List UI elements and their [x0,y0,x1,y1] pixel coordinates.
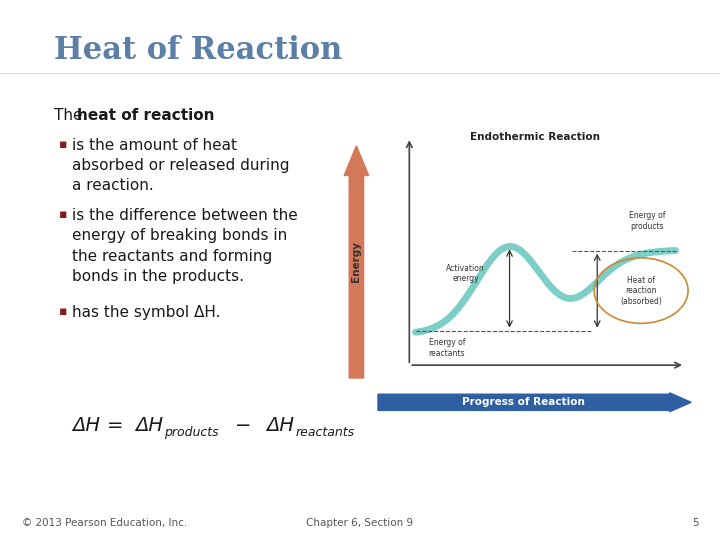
FancyArrow shape [378,393,691,411]
Text: ▪: ▪ [59,138,68,151]
Text: heat of reaction: heat of reaction [77,108,215,123]
Text: The: The [54,108,87,123]
Text: −: − [235,416,252,435]
Text: ▪: ▪ [59,208,68,221]
Text: Heat of
reaction
(absorbed): Heat of reaction (absorbed) [620,276,662,306]
Text: Endothermic Reaction: Endothermic Reaction [469,132,600,142]
FancyArrow shape [344,146,369,378]
Text: ΔH: ΔH [266,416,294,435]
Text: is the amount of heat
absorbed or released during
a reaction.: is the amount of heat absorbed or releas… [72,138,289,193]
Text: Progress of Reaction: Progress of Reaction [462,397,585,407]
Text: is the difference between the
energy of breaking bonds in
the reactants and form: is the difference between the energy of … [72,208,298,284]
Text: reactants: reactants [295,426,354,438]
Text: 5: 5 [692,518,698,528]
Text: has the symbol ΔH.: has the symbol ΔH. [72,305,220,320]
Text: © 2013 Pearson Education, Inc.: © 2013 Pearson Education, Inc. [22,518,187,528]
Text: =: = [107,416,123,435]
Text: Activation
energy: Activation energy [446,264,485,284]
Text: ΔH: ΔH [135,416,163,435]
Text: Heat of Reaction: Heat of Reaction [54,35,343,66]
Text: products: products [164,426,219,438]
Text: Energy: Energy [351,241,361,282]
Text: ▪: ▪ [59,305,68,318]
Text: Chapter 6, Section 9: Chapter 6, Section 9 [307,518,413,528]
Text: Energy of
products: Energy of products [629,211,665,231]
Text: Energy of
reactants: Energy of reactants [428,339,465,358]
Text: ΔH: ΔH [72,416,100,435]
